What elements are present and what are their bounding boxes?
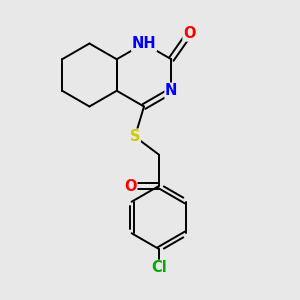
Text: O: O bbox=[183, 26, 196, 41]
Text: O: O bbox=[124, 178, 137, 194]
Text: S: S bbox=[130, 129, 140, 144]
Text: Cl: Cl bbox=[151, 260, 167, 275]
Text: N: N bbox=[165, 83, 178, 98]
Text: NH: NH bbox=[132, 36, 156, 51]
